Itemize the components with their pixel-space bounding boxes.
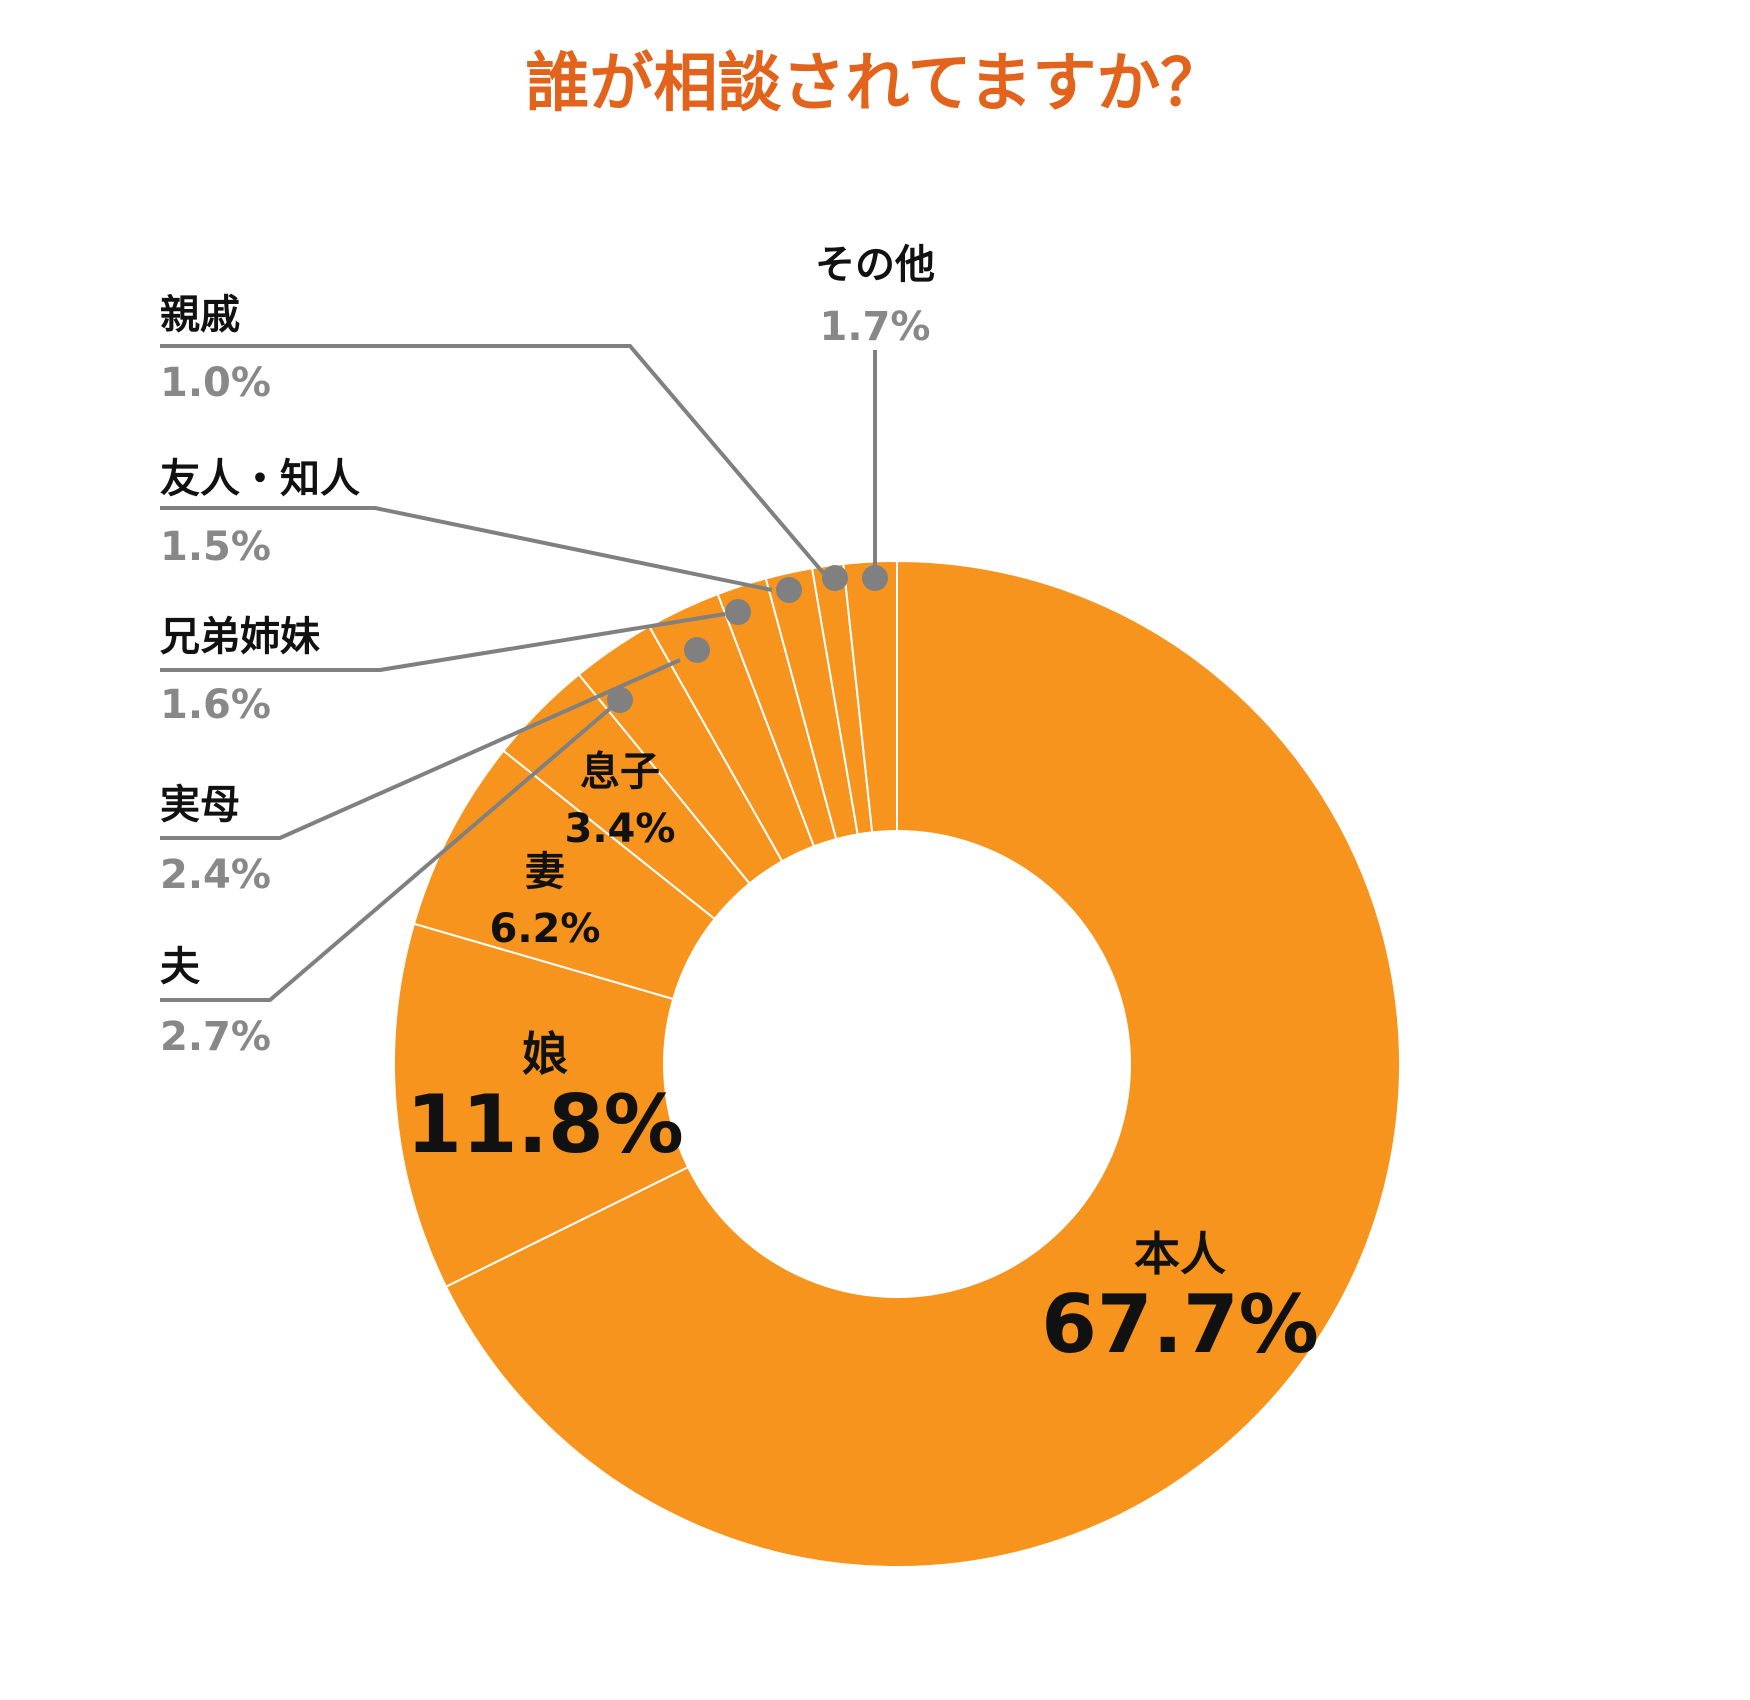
leader-line-6 bbox=[160, 612, 726, 672]
leaders-group bbox=[160, 344, 888, 1002]
slice-value-9: 1.7% bbox=[820, 304, 931, 350]
slice-label-5: 実母 bbox=[160, 782, 240, 828]
slice-label-9: その他 bbox=[815, 242, 935, 288]
slice-value-8: 1.0% bbox=[160, 360, 271, 406]
slice-value-7: 1.5% bbox=[160, 524, 271, 570]
leader-dot-9 bbox=[862, 565, 888, 591]
slice-value-6: 1.6% bbox=[160, 682, 271, 728]
leader-dot-7 bbox=[776, 577, 802, 603]
slice-value-2: 6.2% bbox=[490, 906, 601, 952]
slice-label-4: 夫 bbox=[160, 944, 201, 990]
leader-line-7 bbox=[160, 506, 773, 592]
slice-0 bbox=[444, 559, 1401, 1568]
slice-9 bbox=[842, 559, 898, 834]
leader-dot-4 bbox=[607, 687, 633, 713]
slice-value-4: 2.7% bbox=[160, 1014, 271, 1060]
leader-dot-6 bbox=[725, 599, 751, 625]
slice-value-0: 67.7% bbox=[1041, 1278, 1319, 1371]
leader-dot-8 bbox=[822, 565, 848, 591]
slice-label-3: 息子 bbox=[580, 749, 660, 795]
slice-label-7: 友人・知人 bbox=[160, 456, 360, 502]
leader-line-8 bbox=[160, 344, 827, 577]
leader-dot-5 bbox=[684, 637, 710, 663]
slice-label-1: 娘 bbox=[522, 1027, 568, 1081]
slice-1 bbox=[393, 922, 690, 1289]
slice-label-8: 親戚 bbox=[160, 292, 240, 338]
slice-label-0: 本人 bbox=[1134, 1227, 1226, 1281]
slice-label-2: 妻 bbox=[525, 849, 565, 895]
slice-label-6: 兄弟姉妹 bbox=[160, 614, 320, 660]
slice-value-1: 11.8% bbox=[406, 1078, 684, 1171]
chart-title: 誰が相談されてますか？ bbox=[526, 47, 1225, 121]
leader-line-5 bbox=[160, 658, 681, 840]
leader-line-4 bbox=[160, 698, 622, 1002]
slice-value-5: 2.4% bbox=[160, 852, 271, 898]
slice-value-3: 3.4% bbox=[565, 806, 676, 852]
